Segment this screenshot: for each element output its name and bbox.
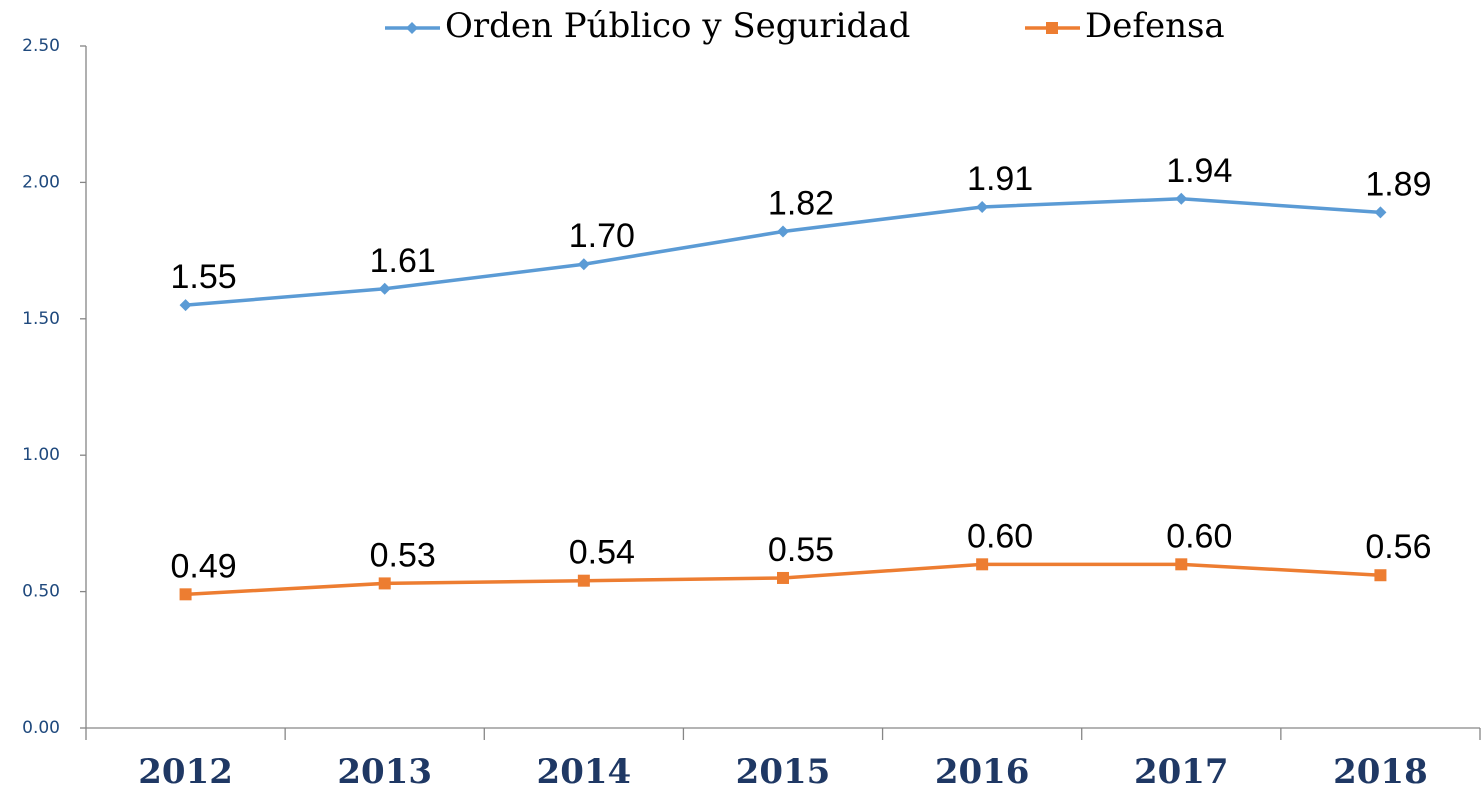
legend-marker: [406, 22, 418, 34]
data-label: 1.94: [1166, 152, 1232, 190]
point: [1374, 569, 1387, 582]
data-label: 0.55: [768, 531, 834, 569]
x-tick-label: 2013: [337, 752, 432, 792]
x-tick-label: 2014: [537, 752, 632, 792]
data-label: 0.60: [1166, 517, 1232, 555]
x-tick-label: 2012: [138, 752, 233, 792]
legend-label: Orden Público y Seguridad: [445, 6, 910, 46]
data-label: 1.82: [768, 184, 834, 222]
point: [378, 577, 391, 590]
data-label: 1.55: [170, 258, 236, 296]
y-tick-label: 2.50: [22, 36, 60, 56]
point: [777, 225, 789, 238]
y-tick-label: 2.00: [22, 172, 60, 192]
x-tick-label: 2018: [1333, 752, 1428, 792]
y-tick-label: 1.50: [22, 309, 60, 329]
legend-label: Defensa: [1085, 6, 1225, 46]
data-label: 0.49: [170, 547, 236, 585]
point: [577, 574, 590, 587]
point: [179, 588, 192, 601]
point: [179, 299, 192, 312]
data-label: 0.53: [370, 536, 436, 574]
point: [777, 571, 789, 584]
data-label: 1.61: [370, 242, 436, 280]
data-label: 0.60: [967, 517, 1033, 555]
point: [577, 258, 590, 271]
data-label: 1.70: [569, 217, 635, 255]
x-tick-label: 2017: [1134, 752, 1229, 792]
point: [378, 282, 391, 295]
legend-marker: [1046, 22, 1058, 34]
y-tick-label: 0.50: [22, 582, 60, 602]
y-tick-label: 1.00: [22, 445, 60, 465]
y-tick-label: 0.00: [22, 718, 60, 738]
point: [1175, 192, 1188, 205]
data-label: 0.56: [1365, 528, 1431, 566]
point: [976, 558, 989, 571]
point: [976, 200, 989, 213]
point: [1175, 558, 1188, 571]
point: [1374, 206, 1387, 219]
data-label: 1.91: [967, 160, 1033, 198]
x-tick-label: 2016: [935, 752, 1030, 792]
data-label: 1.89: [1365, 165, 1431, 203]
data-label: 0.54: [569, 534, 635, 572]
x-tick-label: 2015: [736, 752, 831, 792]
